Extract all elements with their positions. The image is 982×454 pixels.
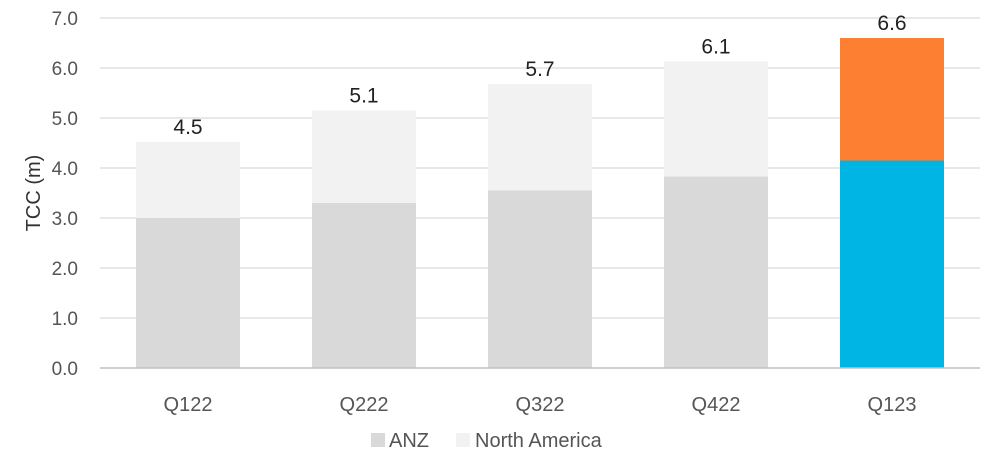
- total-label-q222: 5.1: [349, 85, 378, 108]
- y-tick-label: 6.0: [52, 59, 78, 80]
- y-tick-label: 1.0: [52, 309, 78, 330]
- bar-segment-anz-q422: [664, 176, 768, 368]
- y-axis-label: TCC (m): [23, 155, 45, 232]
- x-tick-label-q222: Q222: [340, 394, 389, 416]
- x-tick-label-q123: Q123: [868, 394, 917, 416]
- y-tick-label: 0.0: [52, 359, 78, 380]
- bar-segment-north-america-q123: [840, 38, 944, 161]
- legend-label-north-america: North America: [475, 430, 603, 452]
- bar-segment-anz-q122: [136, 218, 240, 368]
- bar-segment-anz-q322: [488, 190, 592, 368]
- total-label-q123: 6.6: [877, 12, 906, 35]
- data-labels: 4.5 5.1 5.7 6.1 6.6: [173, 12, 906, 139]
- total-label-q422: 6.1: [701, 36, 730, 59]
- x-tick-label-q122: Q122: [164, 394, 213, 416]
- y-tick-label: 4.0: [52, 159, 78, 180]
- legend-swatch-north-america: [456, 433, 470, 447]
- legend-label-anz: ANZ: [389, 430, 429, 452]
- x-tick-label-q322: Q322: [516, 394, 565, 416]
- x-tick-label-q422: Q422: [692, 394, 741, 416]
- axes: 0.0 1.0 2.0 3.0 4.0 5.0 6.0 7.0 Q122 Q222 Q322 Q422…: [52, 9, 980, 416]
- bar-stacks: [136, 38, 944, 368]
- bar-segment-north-america-q122: [136, 142, 240, 218]
- bar-segment-anz-q123: [840, 160, 944, 368]
- bar-segment-north-america-q422: [664, 61, 768, 177]
- y-tick-label: 2.0: [52, 259, 78, 280]
- y-tick-label: 3.0: [52, 209, 78, 230]
- y-tick-label: 5.0: [52, 109, 78, 130]
- legend-swatch-anz: [371, 433, 385, 447]
- legend: ANZ North America: [371, 430, 603, 452]
- total-label-q122: 4.5: [173, 116, 202, 139]
- total-label-q322: 5.7: [525, 58, 554, 81]
- bar-segment-anz-q222: [312, 203, 416, 368]
- bar-segment-north-america-q222: [312, 110, 416, 203]
- y-tick-label: 7.0: [52, 9, 78, 30]
- bar-segment-north-america-q322: [488, 84, 592, 191]
